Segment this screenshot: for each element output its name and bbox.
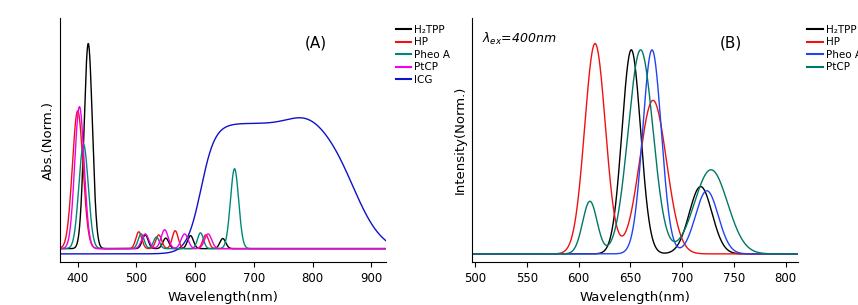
X-axis label: Wavelength(nm): Wavelength(nm) [579, 291, 691, 303]
Legend: H₂TPP, HP, Pheo A, PtCP, ICG: H₂TPP, HP, Pheo A, PtCP, ICG [395, 23, 451, 86]
Text: (A): (A) [305, 35, 327, 50]
Y-axis label: Abs.(Norm.): Abs.(Norm.) [41, 101, 55, 180]
Legend: H₂TPP, HP, Pheo A, PtCP: H₂TPP, HP, Pheo A, PtCP [807, 23, 858, 74]
Text: (B): (B) [720, 35, 742, 50]
X-axis label: Wavelength(nm): Wavelength(nm) [167, 291, 279, 303]
Text: $\lambda_{ex}$=400nm: $\lambda_{ex}$=400nm [481, 30, 556, 47]
Y-axis label: Intensity(Norm.): Intensity(Norm.) [453, 86, 467, 195]
